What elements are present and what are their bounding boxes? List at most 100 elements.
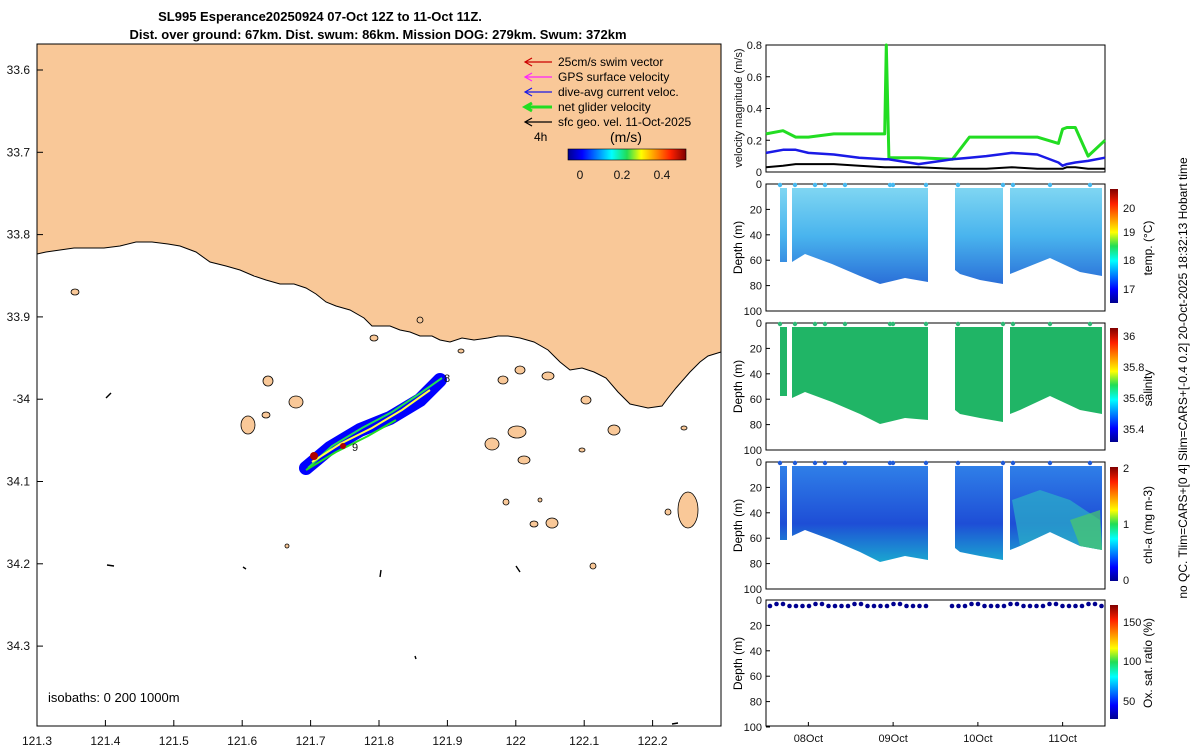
depth-tick-label-3-1: 20: [750, 620, 762, 632]
map-islands: [70, 288, 699, 570]
oxygen-dot: [793, 603, 799, 609]
depth-tick-label-1-1: 20: [750, 343, 762, 355]
chlDots-dot-11: [1047, 460, 1053, 466]
speed-colorbar: [567, 148, 687, 161]
oxygen-dot: [975, 601, 981, 607]
figure-title-line2: Dist. over ground: 67km. Dist. swum: 86k…: [129, 27, 626, 42]
oxygen-dot: [865, 603, 870, 609]
oxygen-dot: [871, 603, 877, 609]
legend-arrowhead-4: [523, 117, 533, 127]
lon-tick-label-6: 121.9: [432, 734, 462, 748]
salinity-cbar-label: salinity: [1141, 370, 1155, 407]
chlDots-dot-3: [822, 460, 828, 466]
depth-tick-label-0-1: 20: [750, 204, 762, 216]
legend-arrowhead-1: [523, 72, 533, 82]
chlDots-dot-6: [890, 460, 896, 466]
chlDots-dot-12: [1087, 460, 1093, 466]
depth-ylabel-1: Depth (m): [731, 360, 745, 413]
oxygen-dot: [774, 601, 779, 607]
depth-tick-label-2-4: 80: [750, 559, 762, 571]
lat-tick-label-4: -34: [13, 392, 31, 406]
glider-track: 8 9: [299, 373, 450, 475]
legend-label-3: net glider velocity: [558, 100, 651, 114]
oxygen-panel: 50 100 150 Ox. sat. ratio (%): [765, 599, 1155, 727]
depth-tick-label-0-3: 60: [750, 255, 762, 267]
depth-ylabel-3: Depth (m): [731, 637, 745, 690]
salDots-dot-1: [792, 321, 798, 327]
temperature-cbar-label: temp. (°C): [1141, 221, 1155, 276]
depth-tick-label-2-5: 100: [744, 584, 762, 596]
chlDots-dot-2: [812, 460, 818, 466]
lat-tick-label-6: 34.2: [7, 557, 31, 571]
temperature-panel: 17 18 19 20 temp. (°C): [765, 182, 1155, 312]
depth-tick-label-1-5: 100: [744, 445, 762, 457]
tempDots-dot-1: [792, 182, 798, 188]
oxygen-dot: [1053, 601, 1059, 607]
lon-tick-label-3: 121.6: [227, 734, 257, 748]
lon-tick-label-0: 121.3: [22, 734, 52, 748]
chlDots-dot-0: [777, 460, 783, 466]
depth-ylabel-2: Depth (m): [731, 499, 745, 552]
salinity-section-fill: [780, 327, 1102, 424]
oxygen-dot: [1014, 601, 1020, 607]
legend-label-0: 25cm/s swim vector: [558, 55, 663, 69]
salDots-dot-11: [1047, 321, 1053, 327]
legend-label-2: dive-avg current veloc.: [558, 85, 679, 99]
oxygen-dot: [995, 603, 1000, 609]
depth-tick-label-3-2: 40: [750, 646, 762, 658]
salDots-dot-7: [923, 321, 929, 327]
sal-cbar-tick-1: 35.6: [1123, 393, 1144, 405]
lon-tick-label-1: 121.4: [90, 734, 120, 748]
oxygen-dot: [839, 603, 844, 609]
oxygen-dot: [1099, 603, 1104, 609]
depth-tick-label-1-2: 40: [750, 369, 762, 381]
map-lon-ticks: 121.3 121.4 121.5 121.6 121.7 121.8 121.9 122 12…: [22, 720, 668, 748]
track-label-8: 8: [444, 373, 450, 385]
lon-tick-label-2: 121.5: [159, 734, 189, 748]
colorbar-unit: (m/s): [610, 129, 642, 145]
depth-tick-label-1-4: 80: [750, 420, 762, 432]
lon-tick-label-4: 121.7: [296, 734, 326, 748]
velocity-ytick-label-2: 0.4: [747, 104, 762, 116]
chlDots-dot-10: [1010, 460, 1016, 466]
lat-tick-label-0: 33.6: [7, 63, 31, 77]
salDots-dot-12: [1087, 321, 1093, 327]
temp-cbar-tick-3: 20: [1123, 203, 1135, 215]
lat-tick-label-1: 33.7: [7, 145, 31, 159]
tempDots-dot-0: [777, 182, 783, 188]
chlDots-dot-1: [792, 460, 798, 466]
oxygen-dot: [891, 601, 896, 607]
ox-cbar-tick-1: 100: [1123, 656, 1141, 668]
chlorophyll-cbar-label: chl-a (mg m-3): [1141, 486, 1155, 564]
lon-tick-label-5: 121.8: [364, 734, 394, 748]
salinity-surface-dots: [777, 321, 1093, 327]
velocity-ytick-label-0: 0: [756, 167, 762, 179]
oxygen-dot: [923, 603, 929, 609]
tempDots-dot-2: [812, 182, 818, 188]
lat-tick-label-5: 34.1: [7, 475, 31, 489]
tempDots-dot-12: [1087, 182, 1093, 188]
chlDots-dot-9: [1000, 460, 1006, 466]
chlDots-dot-4: [842, 460, 848, 466]
tempDots-dot-3: [822, 182, 828, 188]
oxygen-dot: [1027, 603, 1033, 609]
oxygen-dot: [949, 603, 955, 609]
chlorophyll-colorbar: [1110, 467, 1118, 581]
lat-tick-label-3: 33.9: [7, 310, 31, 324]
oxygen-dot: [858, 601, 864, 607]
temperature-section-fill: [780, 188, 1102, 284]
velocity-series: [765, 43, 1107, 170]
oxygen-dot: [1001, 603, 1007, 609]
sal-cbar-tick-0: 35.4: [1123, 424, 1144, 436]
tempDots-dot-4: [842, 182, 848, 188]
velocity-line-1: [765, 148, 1106, 167]
oxygen-dot: [767, 603, 773, 609]
oxygen-dot: [969, 601, 974, 607]
temperature-colorbar: [1110, 189, 1118, 303]
oxygen-dot: [1066, 603, 1072, 609]
salDots-dot-4: [842, 321, 848, 327]
lon-tick-label-7: 122: [506, 734, 526, 748]
oxygen-dot: [1040, 603, 1046, 609]
